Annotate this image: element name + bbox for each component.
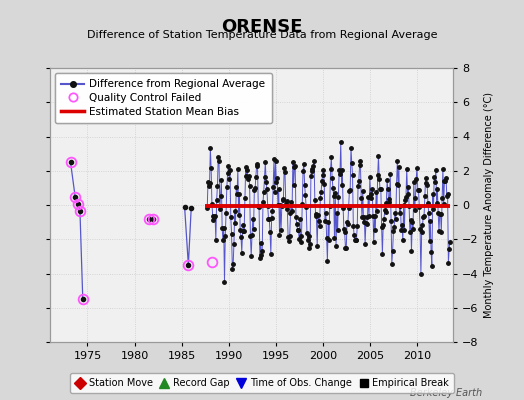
Text: Berkeley Earth: Berkeley Earth bbox=[410, 388, 482, 398]
Legend: Difference from Regional Average, Quality Control Failed, Estimated Station Mean: Difference from Regional Average, Qualit… bbox=[55, 73, 271, 123]
Legend: Station Move, Record Gap, Time of Obs. Change, Empirical Break: Station Move, Record Gap, Time of Obs. C… bbox=[70, 374, 454, 393]
Text: Difference of Station Temperature Data from Regional Average: Difference of Station Temperature Data f… bbox=[87, 30, 437, 40]
Text: ORENSE: ORENSE bbox=[221, 18, 303, 36]
Y-axis label: Monthly Temperature Anomaly Difference (°C): Monthly Temperature Anomaly Difference (… bbox=[484, 92, 494, 318]
